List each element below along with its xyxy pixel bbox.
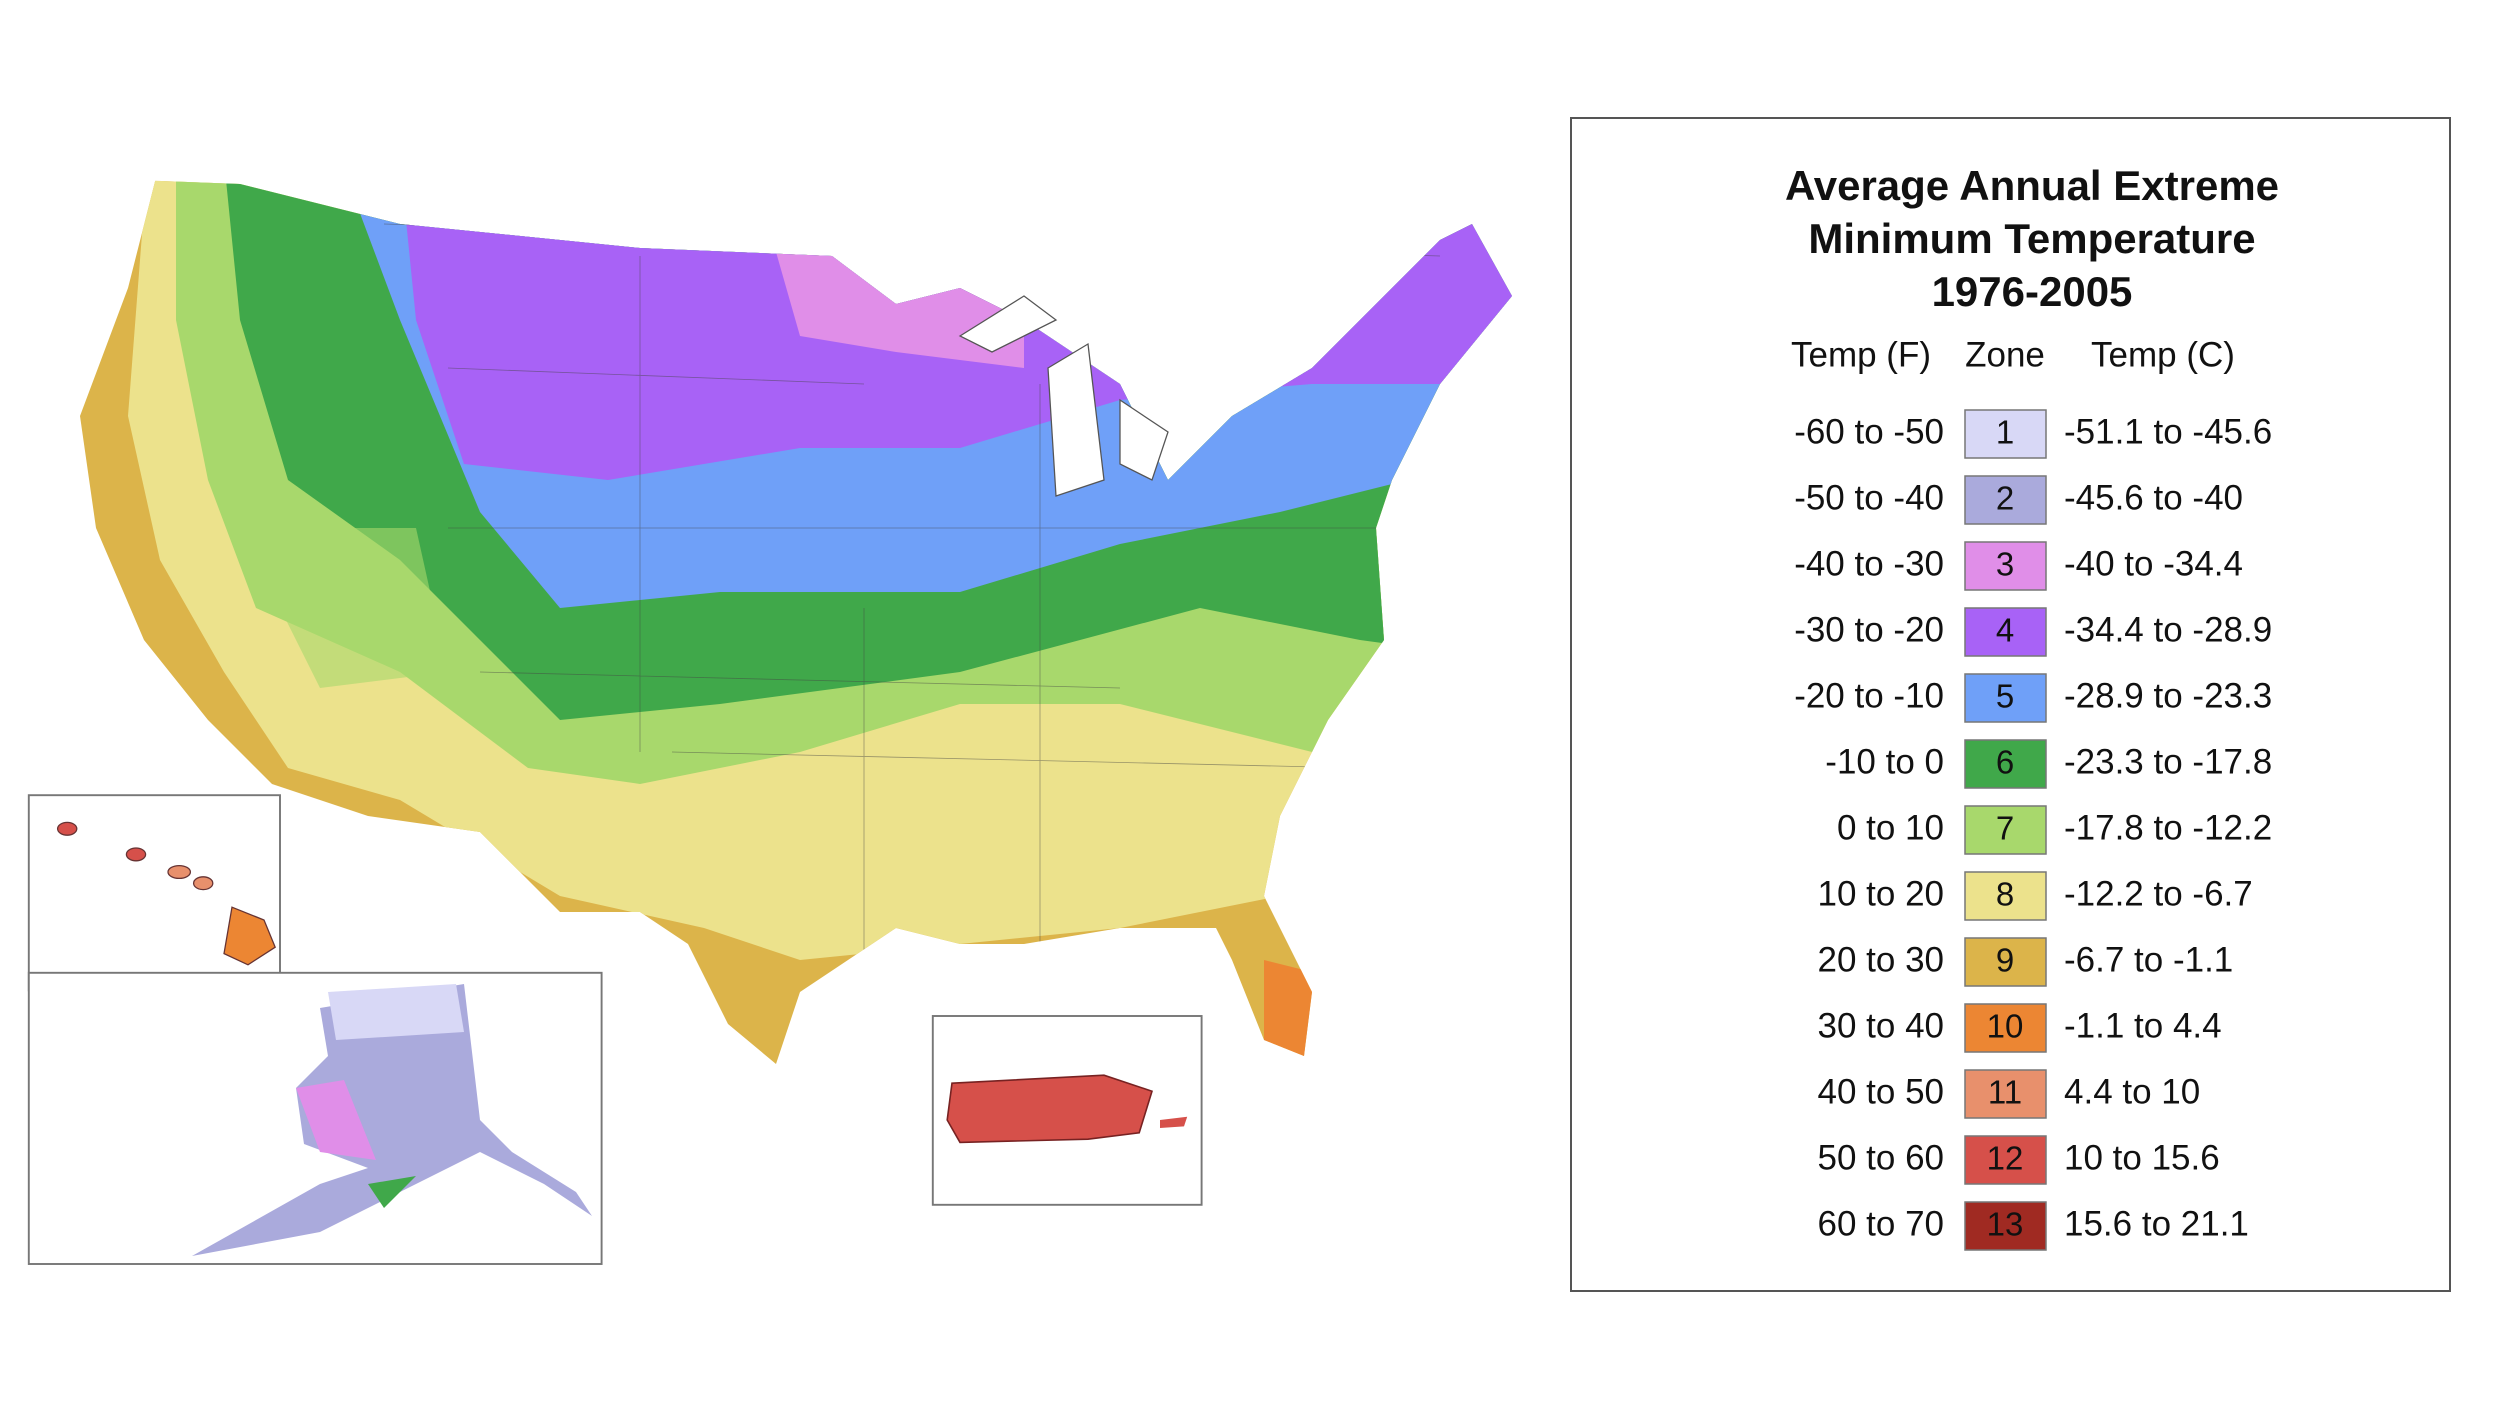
zone-number: 10 [1987, 1008, 2024, 1045]
legend-title: Average Annual Extreme [1785, 162, 2279, 209]
zone-number: 6 [1996, 744, 2014, 781]
zone-swatch [1964, 409, 2047, 459]
temp-f: -10 to 0 [1825, 742, 1944, 781]
temp-f: 50 to 60 [1818, 1138, 1945, 1177]
column-header: Zone [1965, 335, 2045, 374]
temp-f: 60 to 70 [1818, 1204, 1945, 1243]
zone-number: 5 [1996, 678, 2014, 715]
zone-number: 7 [1996, 810, 2014, 847]
zone-swatch [1964, 673, 2047, 723]
puerto-rico [946, 1074, 1153, 1144]
temp-c: -6.7 to -1.1 [2064, 940, 2233, 979]
zone-swatch [1964, 1201, 2047, 1251]
temp-f: -40 to -30 [1794, 544, 1944, 583]
temp-c: 10 to 15.6 [2064, 1138, 2220, 1177]
alaska [192, 984, 592, 1256]
zone-swatch [1964, 871, 2047, 921]
great-lakes [958, 295, 1169, 497]
temp-c: 15.6 to 21.1 [2064, 1204, 2249, 1243]
temp-f: 0 to 10 [1837, 808, 1944, 847]
temp-c: -40 to -34.4 [2064, 544, 2243, 583]
hawaii [56, 821, 276, 966]
temp-f: -50 to -40 [1794, 478, 1944, 517]
zone-swatch [1964, 805, 2047, 855]
zone-number: 2 [1996, 480, 2014, 517]
temp-c: -12.2 to -6.7 [2064, 874, 2253, 913]
zone-swatch [1964, 475, 2047, 525]
temp-c: -51.1 to -45.6 [2064, 412, 2272, 451]
temp-c: -34.4 to -28.9 [2064, 610, 2272, 649]
legend-title: Minimum Temperature [1808, 215, 2255, 262]
temp-f: -30 to -20 [1794, 610, 1944, 649]
temp-f: 10 to 20 [1818, 874, 1945, 913]
zone-number: 4 [1996, 612, 2014, 649]
puerto-rico-islet [1160, 1116, 1188, 1128]
temp-c: -45.6 to -40 [2064, 478, 2243, 517]
zone-number: 8 [1996, 876, 2014, 913]
legend-title: 1976-2005 [1932, 268, 2133, 315]
zone-swatch [1964, 937, 2047, 987]
column-header: Temp (C) [2091, 335, 2235, 374]
zone-swatch [1964, 1135, 2047, 1185]
zone-swatch [1964, 1069, 2047, 1119]
zone-number: 11 [1988, 1074, 2022, 1111]
temp-c: -1.1 to 4.4 [2064, 1006, 2222, 1045]
zone-number: 12 [1987, 1140, 2024, 1177]
temp-c: -28.9 to -23.3 [2064, 676, 2272, 715]
map [27, 180, 1513, 1265]
temp-c: -17.8 to -12.2 [2064, 808, 2272, 847]
temp-c: 4.4 to 10 [2064, 1072, 2200, 1111]
zone-swatch [1964, 541, 2047, 591]
zone-swatch [1964, 607, 2047, 657]
temp-f: 20 to 30 [1818, 940, 1945, 979]
zone-number: 9 [1996, 942, 2014, 979]
zone-swatch [1964, 739, 2047, 789]
zone-number: 3 [1996, 546, 2014, 583]
zone-swatch [1964, 1003, 2047, 1053]
legend: Average Annual Extreme Minimum Temperatur… [1785, 162, 2279, 1251]
temp-f: 40 to 50 [1818, 1072, 1945, 1111]
temp-f: 30 to 40 [1818, 1006, 1945, 1045]
temp-f: -60 to -50 [1794, 412, 1944, 451]
zone-number: 13 [1987, 1206, 2024, 1243]
zone-number: 1 [1996, 414, 2014, 451]
temp-f: -20 to -10 [1794, 676, 1944, 715]
temp-c: -23.3 to -17.8 [2064, 742, 2272, 781]
column-header: Temp (F) [1791, 335, 1931, 374]
